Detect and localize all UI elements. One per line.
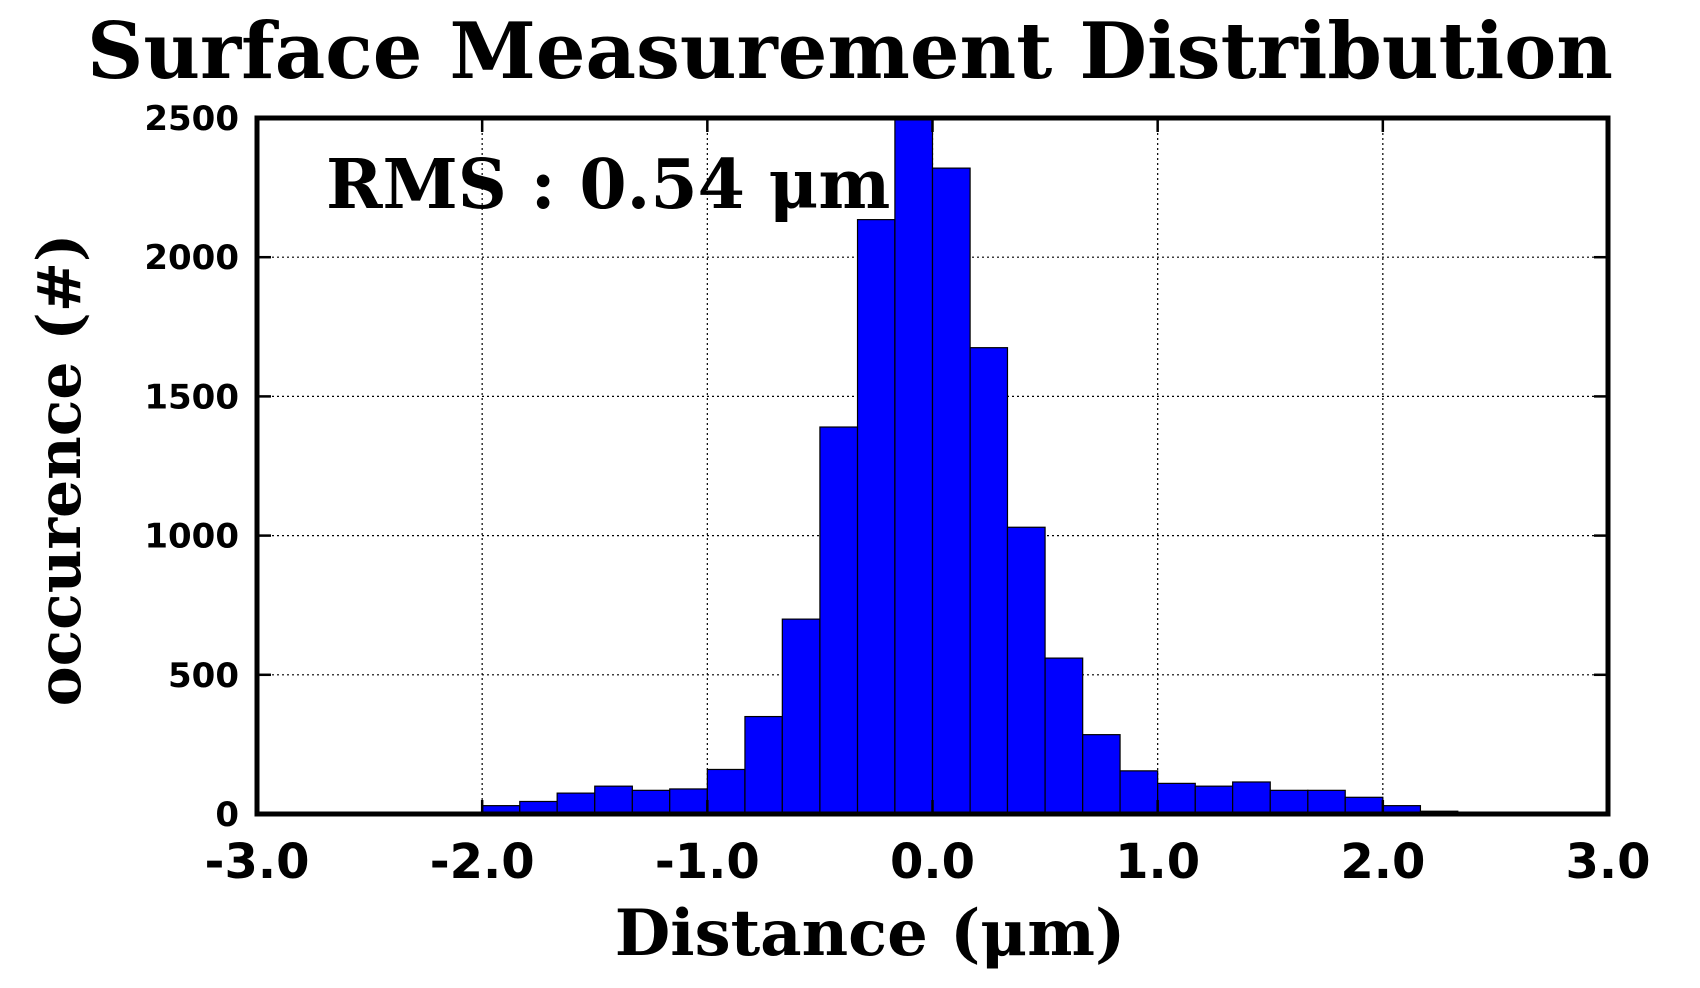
y-tick-label: 1500: [144, 377, 239, 417]
histogram-bar: [1119, 770, 1159, 815]
histogram-bar: [556, 792, 596, 815]
chart-title: Surface Measurement Distribution: [87, 6, 1613, 97]
histogram-bar: [1307, 789, 1346, 815]
histogram-bar: [1269, 789, 1309, 815]
histogram-bar: [1082, 734, 1121, 815]
y-tick-label: 2000: [144, 238, 239, 278]
axes: -3.0 -2.0 -1.0 0.0 1.0 2.0 3.0 0 500 1000 1500 2000…: [144, 99, 1650, 890]
histogram-bar: [1194, 785, 1234, 815]
histogram-bar: [819, 426, 859, 815]
y-tick-label: 1000: [144, 517, 239, 557]
rms-annotation: RMS : 0.54 μm: [326, 145, 890, 225]
histogram-bar: [669, 788, 708, 815]
histogram-bars: [481, 117, 1459, 815]
histogram-bar: [781, 618, 821, 815]
y-tick-label: 500: [168, 656, 239, 696]
x-axis-label: Distance (μm): [615, 896, 1126, 971]
x-tick-label: -1.0: [655, 834, 760, 890]
histogram-bar: [1344, 796, 1384, 815]
y-tick-label: 0: [215, 795, 239, 835]
histogram-bar: [1006, 526, 1046, 815]
histogram-bar: [1157, 782, 1196, 815]
x-tick-label: -3.0: [205, 834, 310, 890]
histogram-bar: [594, 785, 633, 815]
y-tick-label: 2500: [144, 99, 239, 139]
histogram-bar: [856, 219, 896, 815]
histogram-bar: [631, 789, 671, 815]
histogram-bar: [931, 167, 971, 815]
x-tick-label: -2.0: [430, 834, 535, 890]
histogram-bar: [744, 715, 783, 815]
x-tick-label: 0.0: [890, 834, 975, 890]
y-axis-label: occurence (#): [25, 234, 95, 707]
histogram-bar: [969, 347, 1009, 815]
histogram-bar: [706, 768, 746, 815]
histogram-bar: [1232, 781, 1271, 815]
histogram-bar: [894, 117, 934, 815]
histogram-bar: [1044, 657, 1084, 815]
x-tick-label: 3.0: [1565, 834, 1650, 890]
grid-lines: [257, 118, 1608, 814]
x-tick-label: 2.0: [1340, 834, 1425, 890]
x-tick-label: 1.0: [1115, 834, 1200, 890]
